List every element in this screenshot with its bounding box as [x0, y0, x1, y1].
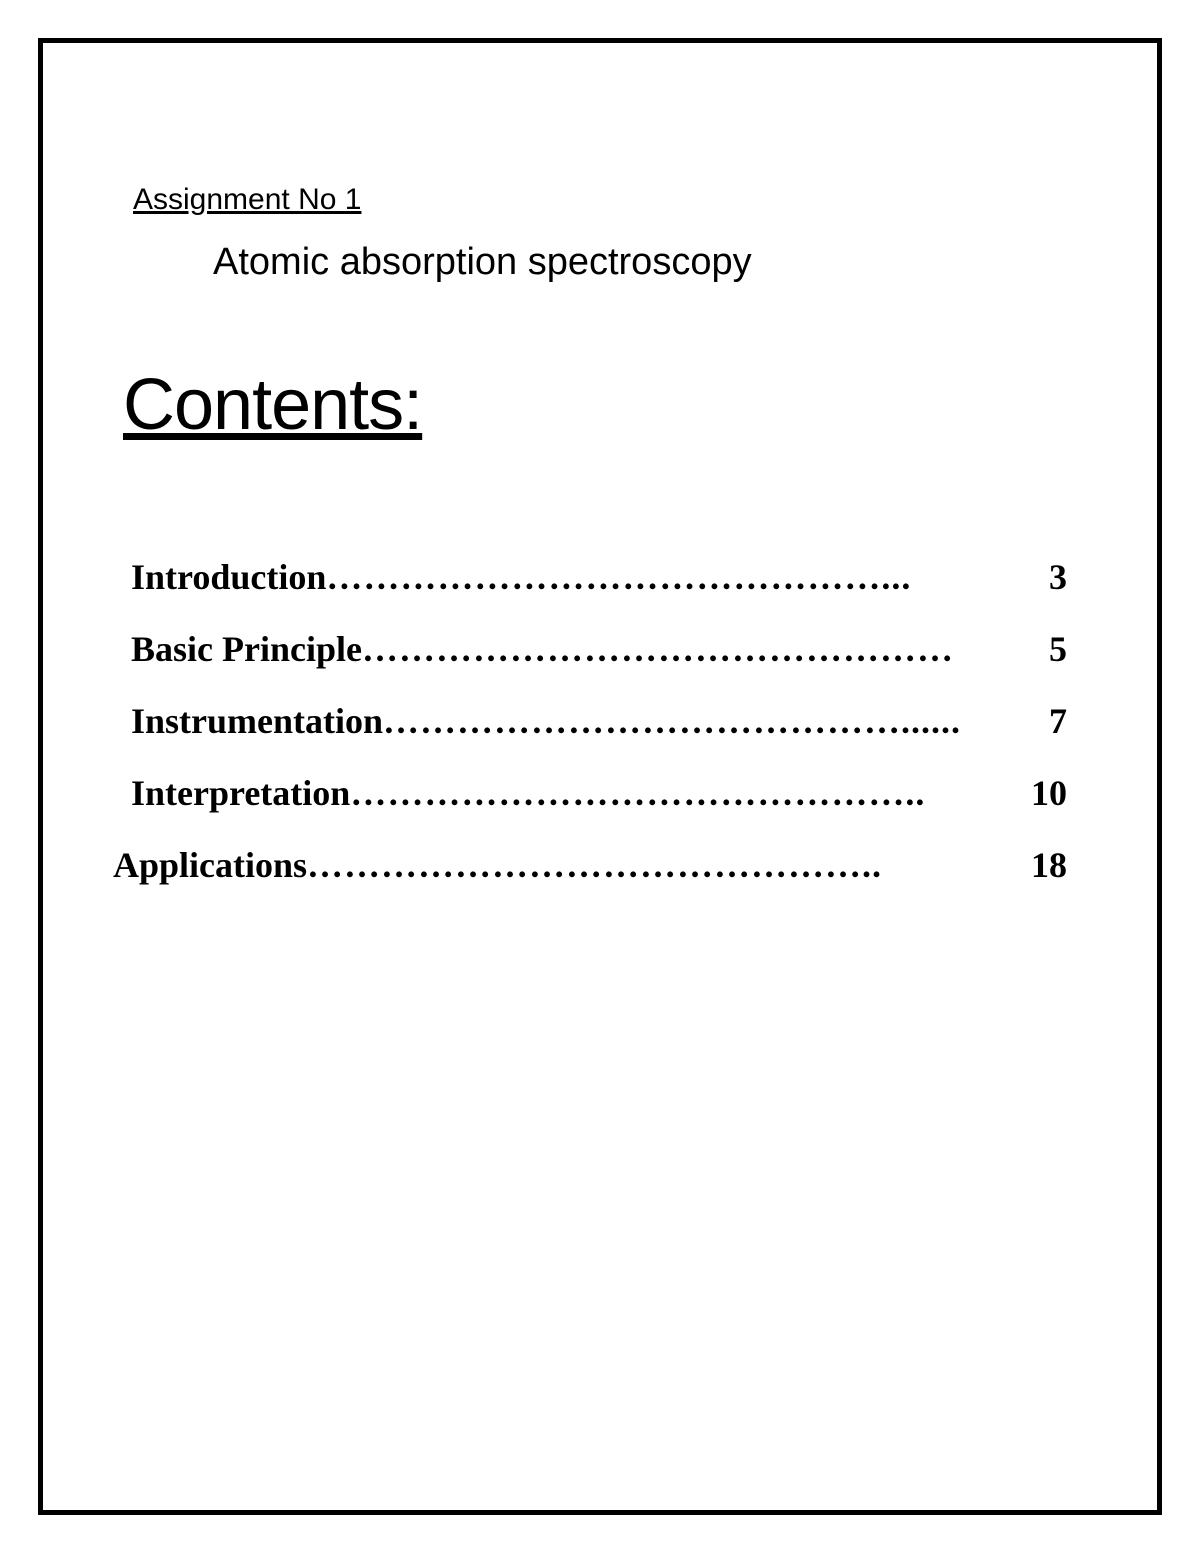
toc-entry-interpretation: Interpretation ……………………………………….. 10: [131, 772, 1067, 814]
toc-entry-dots: ……………………………………......: [383, 700, 1047, 742]
toc-entry-page: 18: [1029, 844, 1067, 886]
toc-entry-dots: ………………………………………..: [350, 772, 1029, 814]
toc-entry-title: Interpretation: [131, 772, 350, 814]
toc-entry-introduction: Introduction ………………………………………... 3: [131, 556, 1067, 598]
toc-entry-title: Basic Principle: [131, 628, 362, 670]
assignment-label: Assignment No 1: [133, 183, 1097, 217]
toc-entry-dots: ………………………………………..: [307, 844, 1029, 886]
toc-entry-title: Applications: [113, 844, 307, 886]
toc-entry-title: Introduction: [131, 556, 326, 598]
toc-entry-dots: …………………………………………: [362, 628, 1047, 670]
toc-entry-dots: ………………………………………...: [326, 556, 1047, 598]
document-title: Atomic absorption spectroscopy: [213, 241, 1097, 284]
toc-entry-title: Instrumentation: [131, 700, 383, 742]
table-of-contents: Introduction ………………………………………... 3 Basic …: [103, 556, 1097, 886]
toc-entry-page: 3: [1047, 556, 1067, 598]
page-frame: Assignment No 1 Atomic absorption spectr…: [38, 38, 1162, 1515]
contents-heading: Contents:: [123, 364, 1097, 446]
toc-entry-page: 7: [1047, 700, 1067, 742]
document-page: Assignment No 1 Atomic absorption spectr…: [0, 0, 1200, 1553]
toc-entry-basic-principle: Basic Principle ………………………………………… 5: [131, 628, 1067, 670]
toc-entry-page: 5: [1047, 628, 1067, 670]
toc-entry-applications: Applications ……………………………………….. 18: [113, 844, 1067, 886]
toc-entry-instrumentation: Instrumentation ……………………………………...... 7: [131, 700, 1067, 742]
toc-entry-page: 10: [1029, 772, 1067, 814]
